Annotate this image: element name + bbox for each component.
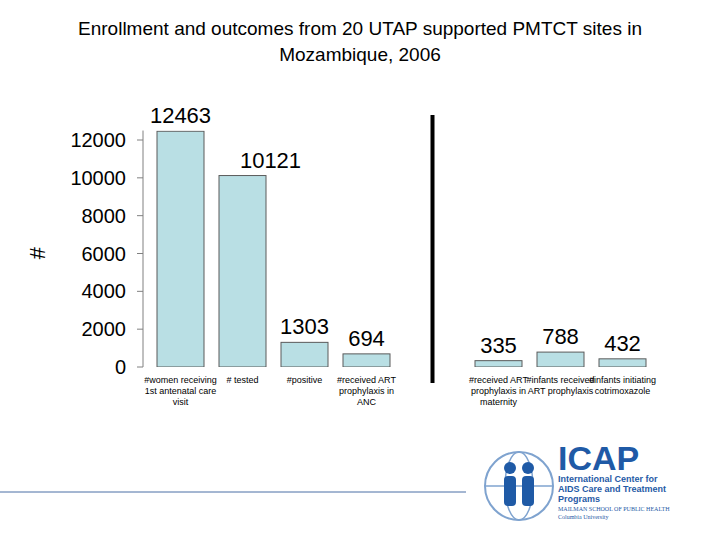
y-tick xyxy=(137,140,143,141)
bars xyxy=(157,131,646,367)
chart-svg: 0 2000 4000 6000 8000 10000 12000 #12463 10121 13… xyxy=(0,0,720,540)
data-label: 694 xyxy=(348,326,385,351)
logo-school: MAILMAN SCHOOL OF PUBLIC HEALTH xyxy=(558,506,708,513)
logo-subtitle: International Center for AIDS Care and T… xyxy=(558,474,678,504)
y-tick-label: 10000 xyxy=(70,167,126,189)
bar xyxy=(343,354,390,367)
logo-head xyxy=(504,462,516,474)
logo-title: ICAP xyxy=(558,439,639,477)
data-label: 432 xyxy=(604,331,641,356)
bar xyxy=(537,352,584,367)
y-axis-label: # xyxy=(25,246,50,259)
bar xyxy=(219,176,266,367)
bar xyxy=(281,342,328,367)
x-tick-label: # tested xyxy=(205,375,281,386)
data-label: 788 xyxy=(542,324,579,349)
y-tick-label: 8000 xyxy=(82,205,127,227)
page: Enrollment and outcomes from 20 UTAP sup… xyxy=(0,0,720,540)
title: Enrollment and outcomes from 20 UTAP sup… xyxy=(30,16,690,68)
logo-globe xyxy=(485,452,553,520)
logo-body xyxy=(504,476,516,506)
y-axis-line xyxy=(143,131,144,367)
bar xyxy=(157,131,204,367)
logo-head xyxy=(522,462,534,474)
footer-rule xyxy=(0,492,466,493)
y-tick-label: 12000 xyxy=(70,129,126,151)
logo-body xyxy=(522,476,534,506)
y-tick-label: 2000 xyxy=(82,318,127,340)
x-tick-label: #infants received ART prophylaxis xyxy=(523,375,599,397)
x-tick-label: #infants initiating cotrimoxazole xyxy=(585,375,661,397)
logo-university: Columbia University xyxy=(558,514,708,521)
y-tick xyxy=(137,291,143,292)
bar xyxy=(599,359,646,367)
x-tick-label: #women receiving 1st antenatal care visi… xyxy=(143,375,219,408)
data-label: 335 xyxy=(480,333,517,358)
x-tick-label: #received ART prophylaxis in maternity xyxy=(461,375,537,408)
separator xyxy=(431,115,435,383)
y-tick xyxy=(137,215,143,216)
x-tick-label: #positive xyxy=(267,375,343,386)
bar xyxy=(475,361,522,367)
logo-equator xyxy=(485,485,553,487)
logo-icon xyxy=(485,452,553,520)
y-tick-label: 4000 xyxy=(82,280,127,302)
data-label: 12463 xyxy=(150,103,211,128)
y-tick xyxy=(137,329,143,330)
y-tick xyxy=(137,177,143,178)
stage: Enrollment and outcomes from 20 UTAP sup… xyxy=(0,0,720,540)
y-tick xyxy=(137,367,143,368)
data-label: 10121 xyxy=(240,148,301,173)
y-tick-label: 6000 xyxy=(82,243,127,265)
y-tick xyxy=(137,253,143,254)
data-label: 1303 xyxy=(280,314,329,339)
x-tick-label: #received ART prophylaxis in ANC xyxy=(329,375,405,408)
y-tick-label: 0 xyxy=(115,356,126,378)
